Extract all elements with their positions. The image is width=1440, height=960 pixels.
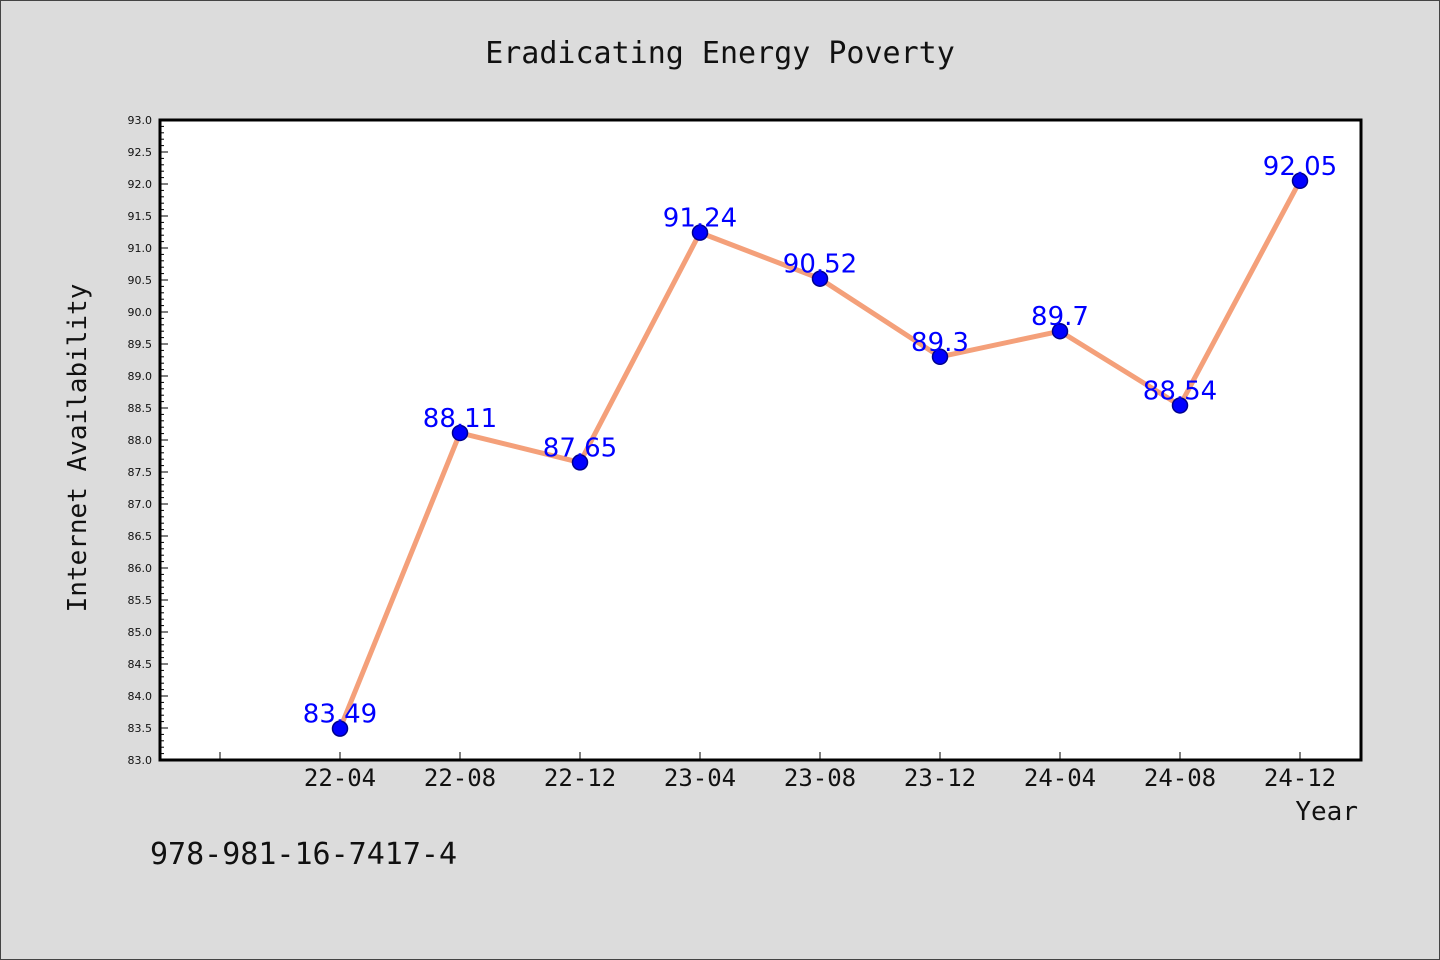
y-tick-label: 88.0: [128, 434, 153, 447]
y-tick-label: 85.0: [128, 626, 153, 639]
y-tick-label: 88.5: [128, 402, 153, 415]
x-tick-label: 24-08: [1144, 764, 1216, 792]
data-label: 92.05: [1263, 152, 1337, 182]
y-axis: 83.0 83.5 84.0 84.5 85.0 85.5 86.0 86.5 87.0 87.5…: [128, 114, 168, 767]
y-tick-label: 87.0: [128, 498, 153, 511]
data-label: 90.52: [783, 250, 857, 280]
data-point: [331, 720, 349, 737]
y-tick-label: 89.0: [128, 370, 153, 383]
data-label: 88.11: [423, 404, 497, 434]
data-label: 83.49: [303, 700, 377, 730]
data-point: [931, 348, 949, 366]
data-labels-group: 83.49 88.11 87.65 91.24 90.52 89.3 89.7 88.54 92…: [303, 152, 1337, 730]
data-point: [451, 424, 469, 442]
data-label: 88.54: [1143, 376, 1217, 406]
x-tick-label: 23-08: [784, 764, 856, 792]
data-point: [571, 454, 589, 471]
x-tick-label: 24-12: [1264, 764, 1336, 792]
data-label: 89.3: [911, 328, 969, 358]
x-tick-label: 23-12: [904, 764, 976, 792]
y-tick-label: 92.5: [128, 146, 153, 159]
y-tick-label: 84.5: [128, 658, 153, 671]
data-label: 89.7: [1031, 302, 1089, 332]
data-point: [811, 270, 829, 287]
chart-title: Eradicating Energy Poverty: [485, 36, 955, 71]
x-tick-label: 22-12: [544, 764, 616, 792]
data-point: [1171, 397, 1189, 414]
y-tick-label: 84.0: [128, 690, 153, 703]
data-label: 87.65: [543, 433, 617, 463]
y-tick-label: 87.5: [128, 466, 153, 479]
y-tick-label: 86.5: [128, 530, 153, 543]
y-tick-label: 91.0: [128, 242, 153, 255]
y-tick-label: 89.5: [128, 338, 153, 351]
y-tick-label: 90.0: [128, 306, 153, 319]
y-tick-label: 85.5: [128, 594, 153, 607]
x-tick-label: 22-08: [424, 764, 496, 792]
x-axis-label: Year: [1295, 797, 1358, 827]
y-tick-label: 91.5: [128, 210, 153, 223]
y-tick-label: 86.0: [128, 562, 153, 575]
y-tick-label: 83.5: [128, 722, 153, 735]
x-tick-label: 24-04: [1024, 764, 1096, 792]
isbn-footer: 978-981-16-7417-4: [150, 837, 457, 872]
y-tick-label: 83.0: [128, 754, 153, 767]
data-point: [1051, 322, 1069, 340]
plot-area: [158, 118, 1363, 762]
y-tick-label: 92.0: [128, 178, 153, 191]
y-tick-label: 93.0: [128, 114, 153, 127]
x-axis: 22-04 22-08 22-12 23-04 23-08 23-12 24-04 24-08…: [219, 752, 1336, 792]
markers-group: [331, 172, 1309, 737]
data-point: [691, 224, 709, 241]
data-label: 91.24: [663, 204, 737, 234]
y-axis-label: Internet Availability: [63, 284, 93, 613]
x-tick-label: 23-04: [664, 764, 736, 792]
x-tick-label: 22-04: [304, 764, 376, 792]
y-tick-label: 90.5: [128, 274, 153, 287]
data-point: [1291, 172, 1309, 190]
